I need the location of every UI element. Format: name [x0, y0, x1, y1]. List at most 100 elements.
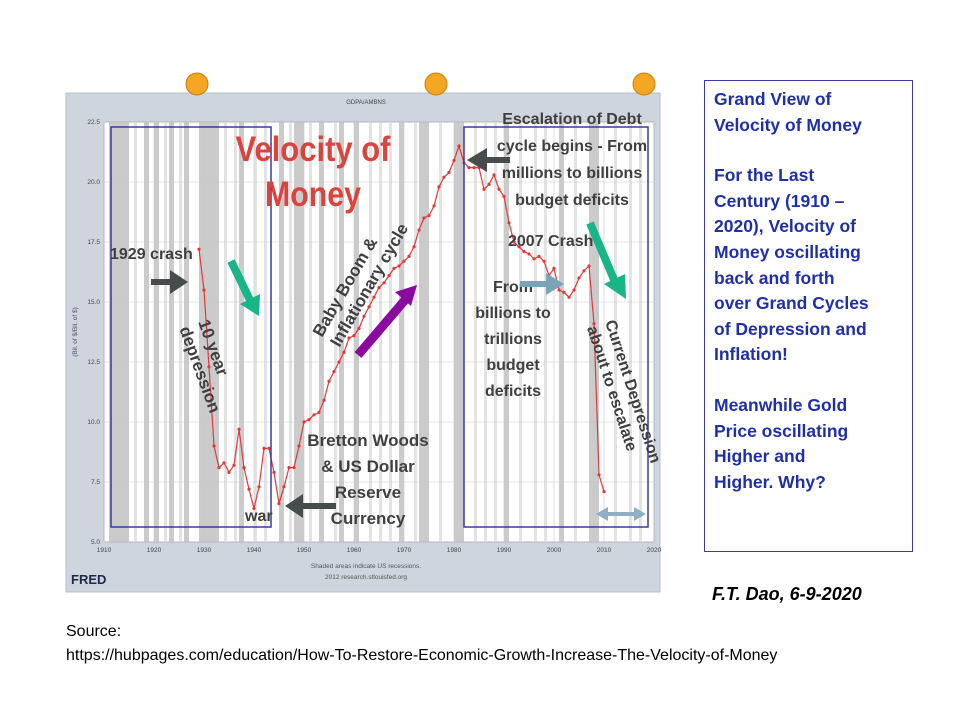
texture-band [639, 122, 642, 542]
data-point [472, 166, 476, 170]
recession-band [339, 122, 344, 542]
data-point [402, 259, 406, 263]
x-tick-label: 1920 [147, 547, 162, 554]
x-tick-label: 1980 [447, 547, 462, 554]
data-point [227, 470, 231, 474]
data-point [482, 187, 486, 191]
data-point [417, 228, 421, 232]
data-point [507, 221, 511, 225]
recession-band [239, 122, 244, 542]
arrow-green-decline-right [586, 221, 626, 299]
annotation-1929-crash: 1929 crash [110, 246, 193, 263]
y-tick-labels: 5.0 7.5 10.0 12.5 15.0 17.5 20.0 22.5 [87, 119, 100, 546]
annotation-trillions-line-4: budget [486, 357, 540, 374]
summary-line: Price oscillating [714, 420, 849, 441]
data-point [377, 286, 381, 290]
texture-band [574, 122, 577, 542]
arrow-purple-rise [354, 285, 417, 358]
source-link[interactable]: https://hubpages.com/education/How-To-Re… [66, 647, 778, 664]
summary-line: Velocity of Money [714, 114, 862, 135]
summary-line: Inflation! [714, 344, 788, 365]
velocity-line [198, 144, 605, 509]
recession-band [184, 122, 189, 542]
texture-band [439, 122, 442, 542]
texture-band [614, 122, 617, 542]
data-point [242, 466, 246, 470]
recession-band [504, 122, 509, 542]
cycle-dot-2 [424, 72, 448, 96]
texture-band [334, 122, 337, 542]
summary-line: Higher and [714, 446, 806, 467]
data-point [232, 463, 236, 467]
annotation-trillions-line-5: deficits [485, 383, 541, 400]
texture-band [234, 122, 237, 542]
data-point [252, 506, 256, 510]
depression-box-right [463, 126, 649, 528]
x-tick-label: 1910 [97, 547, 112, 554]
summary-line: Meanwhile Gold [714, 394, 848, 415]
data-point [537, 254, 541, 258]
arrow-green-decline-left [227, 259, 260, 316]
data-point [307, 418, 311, 422]
summary-line: 2020), Velocity of [714, 216, 857, 237]
summary-line: Higher. Why? [714, 471, 826, 492]
recession-band [154, 122, 159, 542]
annotation-trillions-line-2: billions to [475, 305, 551, 322]
x-tick-label: 2000 [547, 547, 562, 554]
data-point [497, 187, 501, 191]
data-point [327, 379, 331, 383]
texture-band [309, 122, 312, 542]
data-point [337, 360, 341, 364]
annotation-war: war [244, 508, 273, 525]
data-point [447, 170, 451, 174]
fred-logo: FRED [71, 572, 106, 587]
recession-band [109, 122, 119, 542]
data-point [597, 473, 601, 477]
velocity-points [197, 144, 606, 510]
data-point [267, 446, 271, 450]
data-point [347, 336, 351, 340]
data-point [362, 314, 366, 318]
data-point [557, 288, 561, 292]
data-point [257, 485, 261, 489]
y-tick-label: 22.5 [87, 119, 100, 126]
recession-band [169, 122, 174, 542]
x-tick-label: 1970 [397, 547, 412, 554]
recession-band [279, 122, 284, 542]
data-point [297, 444, 301, 448]
data-point [432, 204, 436, 208]
x-tick-label: 1990 [497, 547, 512, 554]
data-point [262, 446, 266, 450]
credit-text: 2012 research.stlouisfed.org [325, 574, 407, 581]
data-point [437, 185, 441, 189]
data-point [202, 288, 206, 292]
y-tick-label: 10.0 [87, 419, 100, 426]
data-point [397, 264, 401, 268]
data-point [282, 485, 286, 489]
data-point [207, 365, 211, 369]
chart-title-line-1: Velocity of [236, 130, 391, 169]
recession-band [119, 122, 129, 542]
texture-band [179, 122, 182, 542]
texture-band [389, 122, 392, 542]
texture-band [474, 122, 477, 542]
data-point [287, 466, 291, 470]
summary-line: back and forth [714, 267, 835, 288]
texture-band [629, 122, 632, 542]
texture-band [369, 122, 372, 542]
data-point [487, 182, 491, 186]
data-point [302, 420, 306, 424]
texture-band [534, 122, 537, 542]
source-label: Source: [66, 623, 122, 640]
texture-band [414, 122, 417, 542]
texture-band [289, 122, 292, 542]
data-point [457, 144, 461, 148]
arrow-escalation-left [467, 148, 510, 172]
recession-band [319, 122, 324, 542]
author-credit: F.T. Dao, 6-9-2020 [712, 584, 862, 604]
data-point [562, 290, 566, 294]
data-point [322, 398, 326, 402]
texture-band [544, 122, 547, 542]
data-point [532, 257, 536, 261]
recession-band [419, 122, 429, 542]
